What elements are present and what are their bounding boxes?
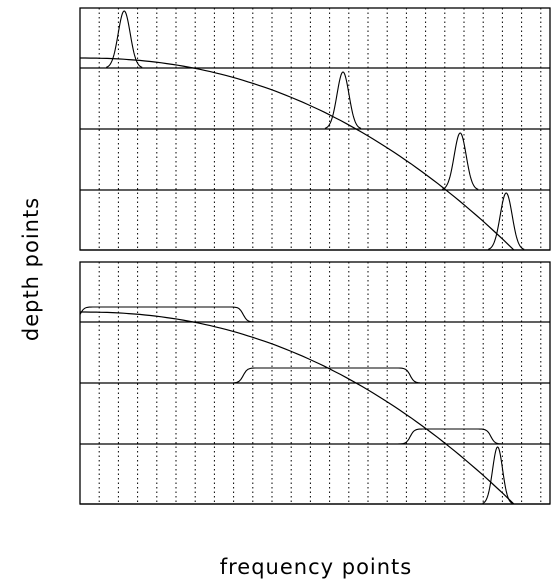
- x-axis-label: frequency points: [220, 555, 413, 579]
- depth-curve: [80, 57, 515, 251]
- plateau-trace: [219, 367, 435, 384]
- top-panel: [79, 7, 551, 251]
- plateau-trace: [79, 306, 268, 323]
- spectral-peak-trace: [105, 10, 143, 68]
- spectral-peak-trace: [324, 71, 362, 129]
- bottom-panel: [79, 261, 551, 505]
- plateau-trace: [386, 428, 515, 445]
- depth-curve: [80, 311, 515, 505]
- spectral-peak-trace: [487, 192, 525, 250]
- spectral-peak-trace: [482, 446, 513, 504]
- spectral-peak-trace: [441, 132, 479, 190]
- y-axis-label: depth points: [19, 197, 43, 341]
